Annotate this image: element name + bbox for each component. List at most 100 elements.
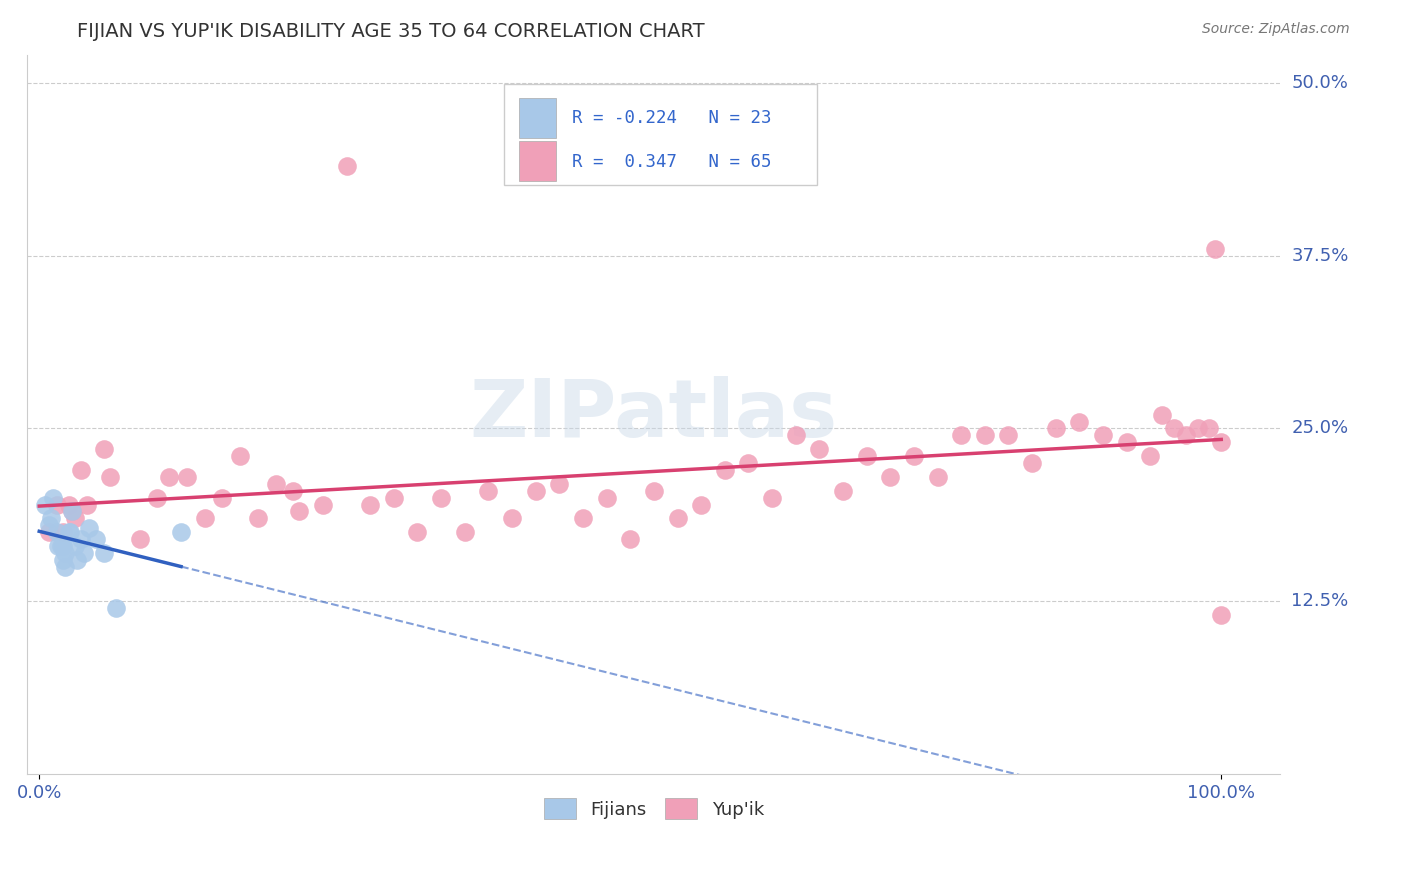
- Point: [501, 511, 523, 525]
- Point: [157, 470, 180, 484]
- Point: [1211, 435, 1233, 450]
- Text: Source: ZipAtlas.com: Source: ZipAtlas.com: [1202, 22, 1350, 37]
- Point: [1163, 421, 1185, 435]
- Point: [903, 449, 925, 463]
- Point: [60, 504, 83, 518]
- Point: [93, 546, 115, 560]
- Point: [283, 483, 305, 498]
- Point: [927, 470, 949, 484]
- Point: [42, 491, 65, 505]
- Point: [63, 539, 86, 553]
- Point: [76, 498, 98, 512]
- Point: [1115, 435, 1137, 450]
- Point: [73, 546, 96, 560]
- Point: [1021, 456, 1043, 470]
- Point: [53, 559, 76, 574]
- Point: [1139, 449, 1161, 463]
- Point: [66, 553, 89, 567]
- Text: 50.0%: 50.0%: [1292, 74, 1348, 92]
- Point: [572, 511, 595, 525]
- Point: [1198, 421, 1220, 435]
- Point: [52, 553, 75, 567]
- Point: [785, 428, 807, 442]
- Point: [1092, 428, 1115, 442]
- Point: [454, 525, 477, 540]
- Point: [46, 498, 69, 512]
- Point: [713, 463, 735, 477]
- Point: [49, 539, 72, 553]
- Point: [832, 483, 855, 498]
- Point: [973, 428, 995, 442]
- Text: 25.0%: 25.0%: [1292, 419, 1348, 437]
- Point: [264, 476, 287, 491]
- Point: [194, 511, 217, 525]
- Point: [52, 525, 75, 540]
- Legend: Fijians, Yup'ik: Fijians, Yup'ik: [537, 791, 772, 826]
- Point: [39, 511, 62, 525]
- Point: [761, 491, 783, 505]
- Point: [170, 525, 193, 540]
- Point: [53, 546, 76, 560]
- Text: 12.5%: 12.5%: [1292, 592, 1348, 610]
- Text: R = -0.224   N = 23: R = -0.224 N = 23: [572, 110, 772, 128]
- Point: [58, 525, 80, 540]
- Point: [430, 491, 453, 505]
- Point: [477, 483, 499, 498]
- Point: [46, 539, 69, 553]
- Point: [98, 470, 121, 484]
- Point: [59, 525, 82, 540]
- Point: [63, 511, 86, 525]
- Point: [737, 456, 759, 470]
- Point: [128, 532, 150, 546]
- Point: [406, 525, 429, 540]
- Point: [60, 504, 83, 518]
- Point: [77, 521, 100, 535]
- Point: [950, 428, 973, 442]
- Point: [1187, 421, 1209, 435]
- Point: [38, 525, 60, 540]
- Point: [1045, 421, 1067, 435]
- Point: [1174, 428, 1197, 442]
- Point: [93, 442, 115, 457]
- Point: [1204, 242, 1226, 256]
- Point: [808, 442, 831, 457]
- Point: [690, 498, 713, 512]
- FancyBboxPatch shape: [503, 84, 817, 185]
- Text: FIJIAN VS YUP'IK DISABILITY AGE 35 TO 64 CORRELATION CHART: FIJIAN VS YUP'IK DISABILITY AGE 35 TO 64…: [77, 22, 704, 41]
- Point: [176, 470, 198, 484]
- Point: [643, 483, 665, 498]
- Point: [382, 491, 405, 505]
- Point: [246, 511, 269, 525]
- Point: [335, 159, 357, 173]
- Text: ZIPatlas: ZIPatlas: [470, 376, 838, 454]
- Point: [46, 525, 69, 540]
- Point: [229, 449, 252, 463]
- Point: [855, 449, 877, 463]
- Point: [1152, 408, 1174, 422]
- FancyBboxPatch shape: [519, 98, 557, 138]
- FancyBboxPatch shape: [519, 142, 557, 181]
- Point: [38, 518, 60, 533]
- Point: [34, 498, 56, 512]
- Text: R =  0.347   N = 65: R = 0.347 N = 65: [572, 153, 772, 170]
- Point: [619, 532, 641, 546]
- Point: [548, 476, 571, 491]
- Point: [58, 498, 80, 512]
- Point: [52, 539, 75, 553]
- Point: [146, 491, 169, 505]
- Point: [84, 532, 107, 546]
- Point: [312, 498, 335, 512]
- Point: [105, 601, 128, 615]
- Text: 37.5%: 37.5%: [1292, 246, 1348, 265]
- Point: [1069, 415, 1091, 429]
- Point: [69, 532, 91, 546]
- Point: [211, 491, 233, 505]
- Point: [359, 498, 381, 512]
- Point: [524, 483, 547, 498]
- Point: [69, 463, 91, 477]
- Point: [997, 428, 1019, 442]
- Point: [288, 504, 311, 518]
- Point: [666, 511, 689, 525]
- Point: [879, 470, 901, 484]
- Point: [595, 491, 617, 505]
